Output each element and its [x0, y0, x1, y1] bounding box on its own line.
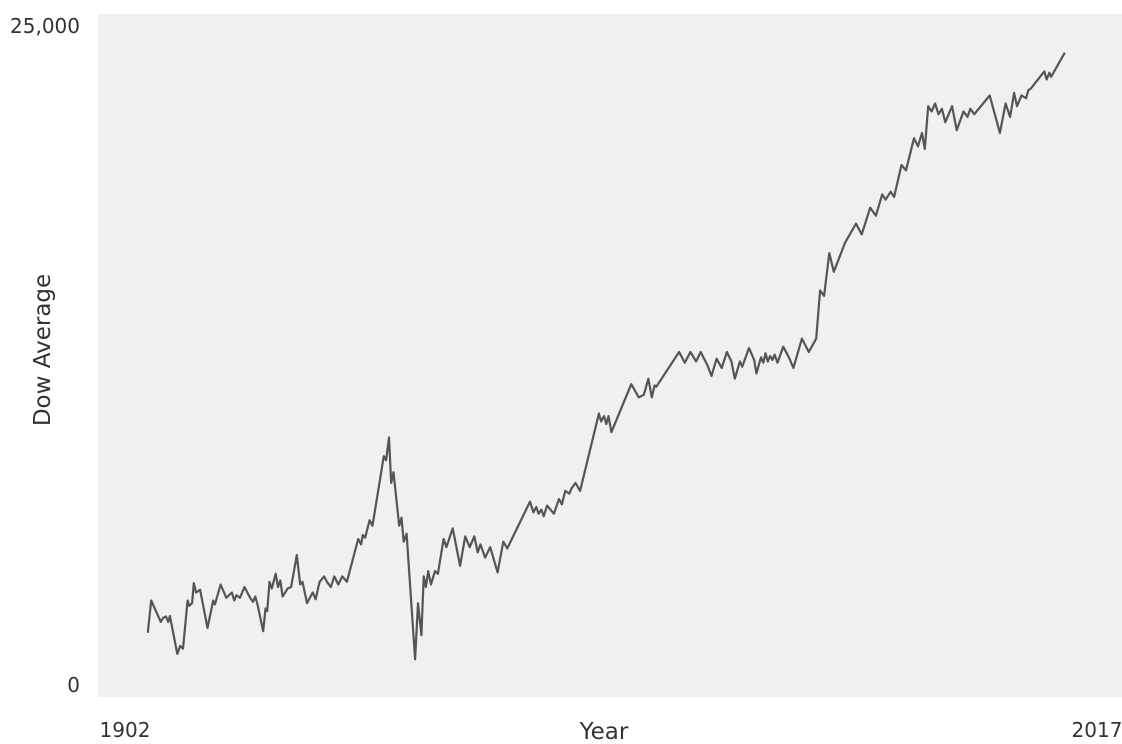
x-tick-label-min: 1902: [100, 718, 151, 740]
y-tick-label-min: 0: [67, 673, 80, 697]
y-axis-title: Dow Average: [30, 274, 56, 426]
x-axis-title: Year: [579, 719, 629, 740]
y-tick-label-max: 25,000: [10, 14, 80, 38]
series-layer: [146, 52, 1066, 661]
tick-labels: 0 25,000 1902 2017: [10, 14, 1122, 742]
x-tick-label-max: 2017: [1072, 718, 1122, 740]
series-line-0: [146, 52, 1066, 661]
